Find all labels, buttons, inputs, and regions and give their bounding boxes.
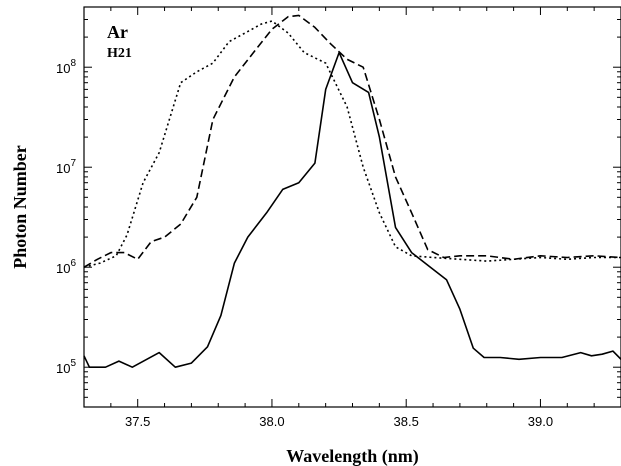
y-axis-label: Photon Number xyxy=(10,145,30,269)
annotation-element: Ar xyxy=(107,22,128,42)
x-tick-label: 38.5 xyxy=(394,414,419,429)
y-tick-label: 108 xyxy=(56,58,76,76)
x-tick-label: 37.5 xyxy=(125,414,150,429)
y-tick-base: 10 xyxy=(56,261,70,276)
x-tick-label: 38.0 xyxy=(259,414,284,429)
plot-area xyxy=(83,6,621,408)
axis-ticks xyxy=(83,6,621,408)
annotation-harmonic: H21 xyxy=(107,46,132,61)
series-line-dotted xyxy=(83,20,621,268)
series-line-dashed xyxy=(83,14,621,268)
y-tick-label: 105 xyxy=(56,358,76,376)
y-tick-base: 10 xyxy=(56,361,70,376)
y-tick-base: 10 xyxy=(56,161,70,176)
y-tick-exponent: 8 xyxy=(70,58,76,69)
series-line-solid xyxy=(83,51,621,369)
y-tick-base: 10 xyxy=(56,61,70,76)
series-layer xyxy=(83,14,621,369)
x-axis-label: Wavelength (nm) xyxy=(286,446,419,466)
x-tick-label: 39.0 xyxy=(528,414,553,429)
y-tick-exponent: 5 xyxy=(70,358,76,369)
y-tick-label: 106 xyxy=(56,258,76,276)
y-tick-exponent: 6 xyxy=(70,258,76,269)
y-tick-exponent: 7 xyxy=(70,158,76,169)
plot-frame xyxy=(83,6,621,408)
y-tick-label: 107 xyxy=(56,158,76,176)
